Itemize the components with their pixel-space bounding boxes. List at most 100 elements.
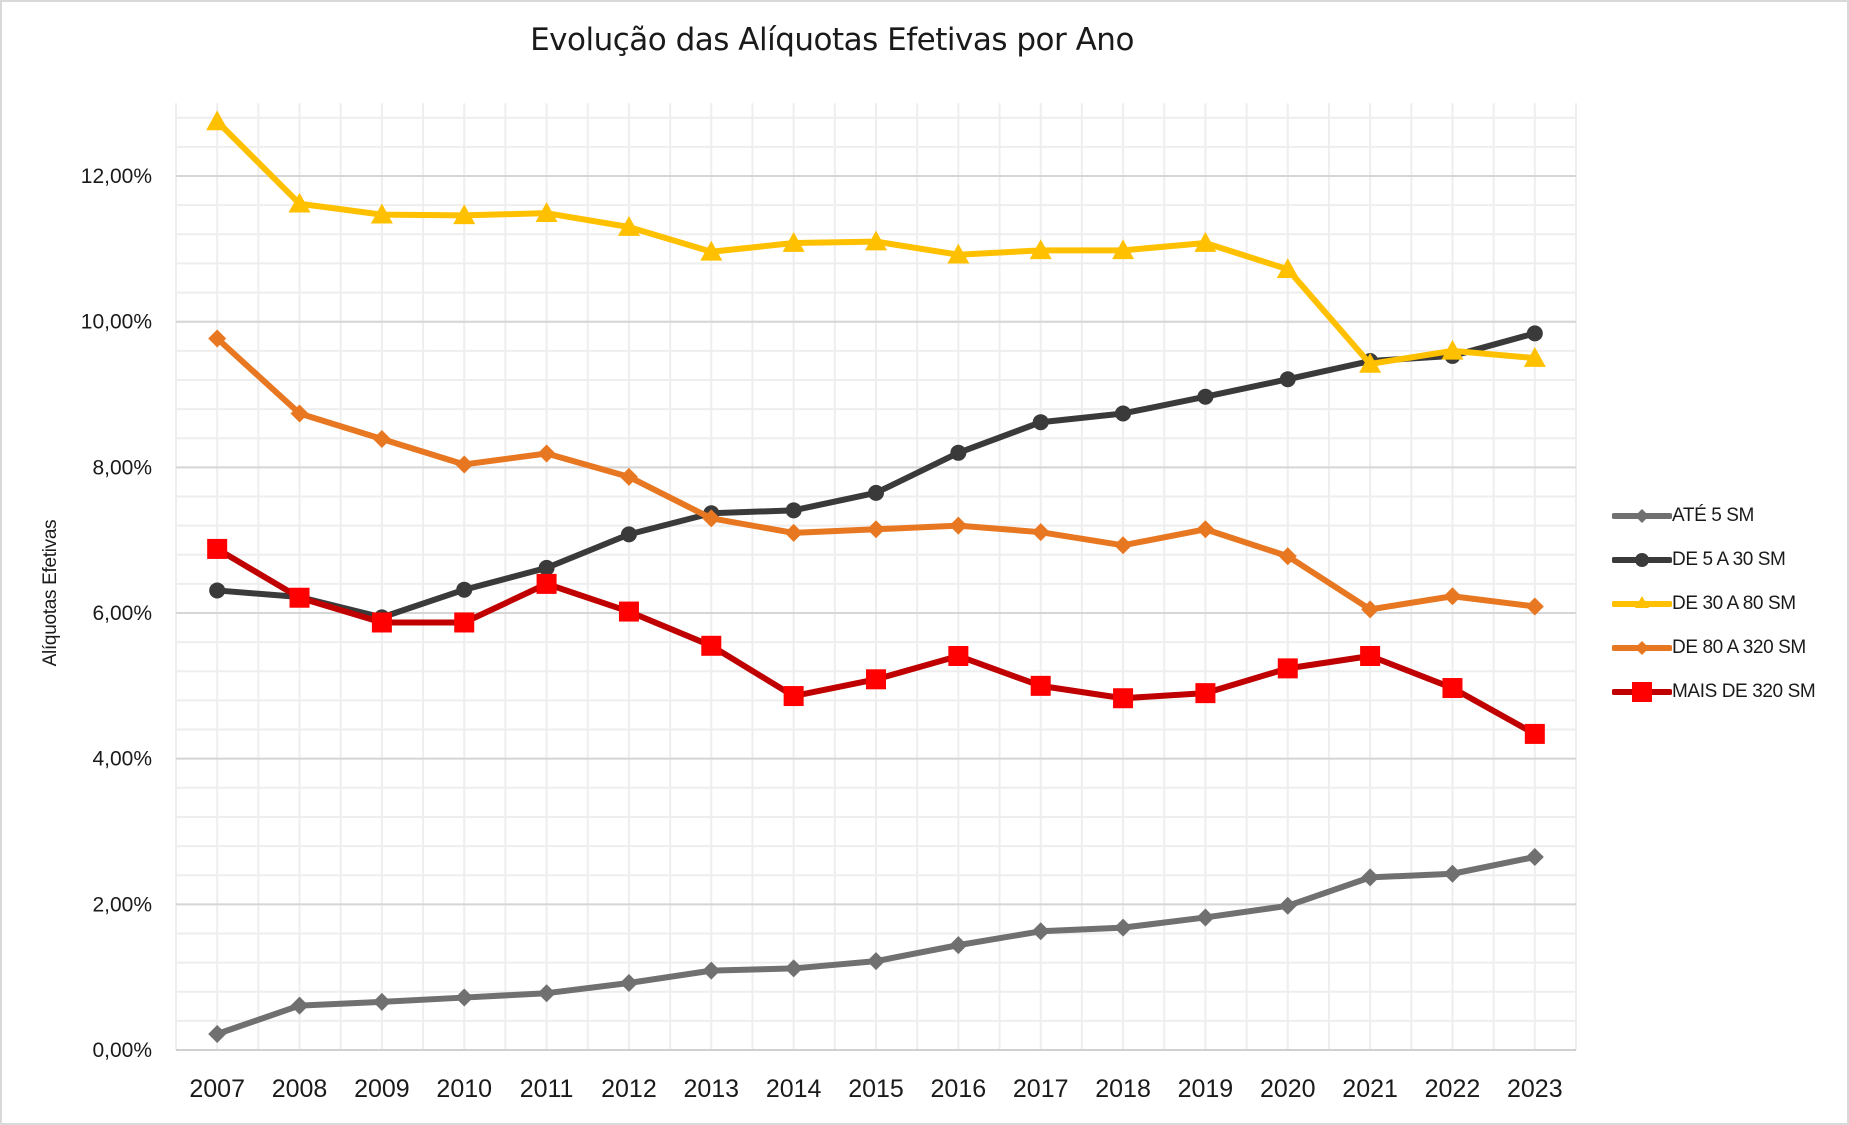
legend-item: DE 5 A 30 SM — [1612, 538, 1815, 582]
data-point — [1361, 600, 1380, 619]
data-point — [1029, 239, 1052, 260]
data-point — [619, 973, 638, 992]
data-point — [206, 110, 229, 131]
y-tick-label: 12,00% — [81, 165, 152, 188]
data-point — [947, 243, 970, 264]
data-point — [868, 484, 884, 501]
legend-label: MAIS DE 320 SM — [1672, 681, 1816, 702]
data-point — [1196, 520, 1215, 539]
legend-item: ATÉ 5 SM — [1612, 494, 1815, 538]
data-point — [290, 996, 309, 1015]
legend-marker — [1635, 641, 1649, 655]
legend-swatch — [1612, 553, 1672, 567]
y-tick-label: 8,00% — [92, 456, 152, 479]
data-point — [290, 404, 309, 423]
data-point — [620, 526, 637, 543]
legend-marker — [1635, 553, 1649, 567]
data-point — [1195, 683, 1216, 704]
legend-item: DE 80 A 320 SM — [1612, 626, 1815, 670]
x-tick-label: 2009 — [354, 1075, 410, 1103]
x-tick-label: 2019 — [1178, 1075, 1234, 1103]
y-axis-ticks: 0,00% 2,00% 4,00% 6,00% 8,00% 10,00% 12,00% — [81, 165, 152, 1062]
data-point — [1196, 908, 1215, 927]
legend-marker — [1635, 596, 1649, 608]
data-point — [618, 601, 639, 622]
x-axis-ticks: 2007 2008 2009 2010 2011 2012 2013 2014 2015 2016… — [189, 1075, 1562, 1103]
data-point — [536, 573, 557, 594]
series-de-80-a-320-sm — [208, 329, 1544, 619]
data-point — [948, 645, 969, 666]
data-point — [1114, 536, 1133, 555]
data-point — [784, 523, 803, 542]
x-tick-label: 2015 — [848, 1075, 904, 1103]
data-point — [1523, 347, 1546, 367]
data-point — [372, 992, 391, 1011]
data-point — [1441, 339, 1464, 360]
data-point — [1443, 587, 1462, 606]
data-point — [1279, 371, 1296, 388]
chart-title: Evolução das Alíquotas Efetivas por Ano — [530, 22, 1134, 58]
data-point — [866, 669, 886, 690]
legend-marker — [1635, 509, 1649, 523]
x-tick-label: 2018 — [1095, 1075, 1151, 1103]
legend-item: DE 30 A 80 SM — [1612, 582, 1815, 626]
data-point — [1197, 388, 1214, 405]
y-tick-label: 0,00% — [92, 1039, 152, 1062]
x-tick-label: 2011 — [520, 1075, 574, 1103]
legend-label: DE 5 A 30 SM — [1672, 549, 1786, 570]
data-point — [208, 329, 227, 348]
data-point — [1278, 547, 1297, 566]
data-point — [1443, 864, 1462, 883]
x-tick-label: 2010 — [436, 1075, 492, 1103]
data-point — [1031, 922, 1050, 941]
data-point — [1361, 868, 1380, 887]
legend-label: DE 30 A 80 SM — [1672, 593, 1796, 614]
data-point — [456, 581, 473, 598]
data-point — [1030, 675, 1051, 696]
data-point — [1032, 414, 1049, 431]
data-point — [1359, 352, 1382, 373]
data-point — [1525, 848, 1544, 867]
data-point — [1194, 232, 1217, 252]
data-point — [535, 202, 558, 222]
data-point — [455, 988, 474, 1007]
data-point — [371, 612, 392, 633]
data-point — [1276, 258, 1299, 279]
x-tick-label: 2008 — [272, 1075, 328, 1103]
x-tick-label: 2012 — [601, 1075, 657, 1103]
data-point — [1031, 523, 1050, 542]
data-point — [289, 587, 310, 608]
y-tick-label: 6,00% — [92, 602, 152, 625]
data-point — [1113, 688, 1134, 709]
data-point — [783, 686, 804, 707]
x-tick-label: 2022 — [1425, 1075, 1481, 1103]
legend-marker — [1632, 682, 1652, 702]
data-point — [619, 467, 638, 486]
x-tick-label: 2017 — [1013, 1075, 1069, 1103]
data-point — [949, 936, 968, 955]
series-layer — [206, 110, 1546, 1043]
data-point — [1278, 896, 1297, 915]
legend-swatch — [1612, 509, 1672, 523]
data-point — [208, 1024, 227, 1043]
series-de-30-a-80-sm — [206, 110, 1546, 373]
x-tick-label: 2016 — [931, 1075, 987, 1103]
legend: ATÉ 5 SM DE 5 A 30 SM DE 30 A 80 SM DE 80 A… — [1612, 494, 1816, 714]
data-point — [454, 612, 475, 633]
data-point — [209, 582, 226, 599]
grid — [175, 103, 1577, 1051]
data-point — [785, 502, 802, 519]
legend-label: DE 80 A 320 SM — [1672, 637, 1806, 658]
data-point — [288, 192, 311, 213]
x-tick-label: 2007 — [189, 1075, 245, 1103]
data-point — [1115, 405, 1132, 422]
data-point — [702, 509, 721, 528]
x-tick-label: 2021 — [1342, 1075, 1398, 1103]
data-point — [867, 520, 885, 539]
y-tick-label: 2,00% — [92, 893, 152, 916]
data-point — [784, 959, 803, 978]
data-point — [455, 455, 474, 474]
data-point — [207, 538, 228, 559]
